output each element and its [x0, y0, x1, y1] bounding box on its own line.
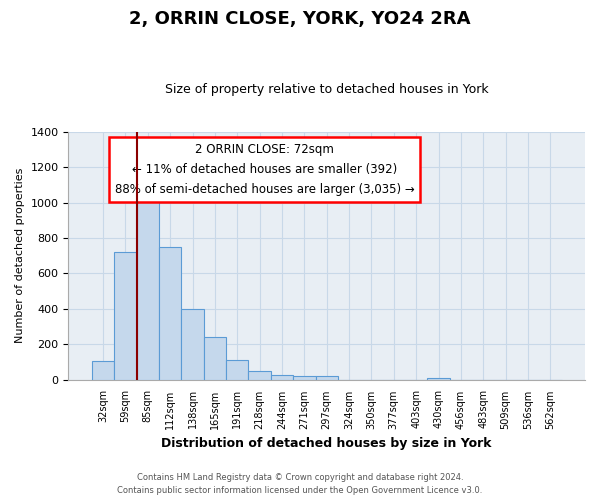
Text: Contains HM Land Registry data © Crown copyright and database right 2024.
Contai: Contains HM Land Registry data © Crown c…: [118, 474, 482, 495]
Y-axis label: Number of detached properties: Number of detached properties: [15, 168, 25, 344]
Text: 2 ORRIN CLOSE: 72sqm
← 11% of detached houses are smaller (392)
88% of semi-deta: 2 ORRIN CLOSE: 72sqm ← 11% of detached h…: [115, 143, 415, 196]
Bar: [427, 378, 450, 380]
Bar: [159, 247, 181, 380]
Title: Size of property relative to detached houses in York: Size of property relative to detached ho…: [165, 83, 488, 96]
Bar: [204, 336, 226, 380]
X-axis label: Distribution of detached houses by size in York: Distribution of detached houses by size …: [161, 437, 492, 450]
Bar: [293, 376, 316, 380]
Bar: [114, 252, 137, 380]
Bar: [248, 371, 271, 380]
Text: 2, ORRIN CLOSE, YORK, YO24 2RA: 2, ORRIN CLOSE, YORK, YO24 2RA: [129, 10, 471, 28]
Bar: [137, 194, 159, 380]
Bar: [271, 374, 293, 380]
Bar: [316, 376, 338, 380]
Bar: [181, 309, 204, 380]
Bar: [92, 360, 114, 380]
Bar: [226, 360, 248, 380]
